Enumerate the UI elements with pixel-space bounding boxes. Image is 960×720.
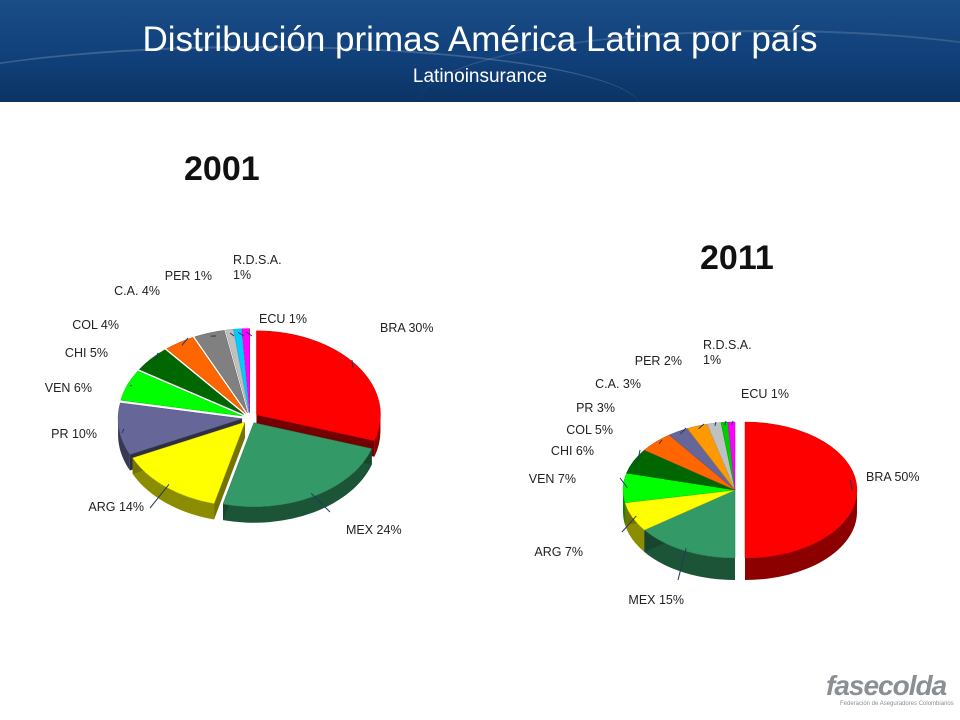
data-label-r-d-s-a: 1% [233, 268, 251, 282]
data-label-per: PER 2% [635, 354, 682, 368]
pie-slice-mex [643, 489, 736, 559]
leader-line-per [229, 332, 235, 337]
data-label-chi: CHI 6% [551, 444, 594, 458]
data-label-r-d-s-a: 1% [703, 353, 721, 367]
data-label-arg: ARG 7% [534, 545, 583, 559]
data-label-r-d-s-a: R.D.S.A. [233, 253, 282, 267]
leader-line-ecu [245, 331, 253, 337]
leader-line-chi [154, 352, 159, 362]
fasecolda-logo: fasecolda Federación de Aseguradores Col… [826, 670, 954, 710]
pie-slice-wall-arg [214, 422, 245, 520]
data-label-col: COL 4% [72, 318, 119, 332]
data-label-ecu: ECU 1% [259, 312, 307, 326]
pie-slice-side-ven [623, 490, 625, 525]
data-label-arg: ARG 14% [88, 500, 144, 514]
data-label-c-a: C.A. 3% [595, 377, 641, 391]
pie-slice-side-mex [644, 529, 735, 580]
data-label-c-a: C.A. 4% [114, 284, 160, 298]
pie-slice-chi [138, 349, 245, 415]
data-label-ven: VEN 6% [45, 381, 92, 395]
pie-slice-side-bra [374, 414, 381, 457]
pie-slice-c-a [194, 330, 248, 413]
leader-line-chi [637, 449, 641, 463]
data-label-mex: MEX 15% [628, 593, 684, 607]
pie-slice-ecu [727, 421, 736, 491]
leader-line-r-d-s-a [724, 420, 727, 426]
pie-slice-side-mex [223, 448, 372, 523]
pie-slice-col [166, 337, 246, 414]
leader-line-arg [149, 483, 170, 509]
chart-2011-title: 2011 [700, 239, 774, 277]
data-label-pr: PR 10% [51, 427, 97, 441]
leader-line-ven [619, 477, 628, 489]
header-banner: Distribución primas América Latina por p… [0, 0, 960, 102]
leader-line-c-a [698, 423, 705, 429]
data-label-bra: BRA 30% [380, 321, 434, 335]
data-label-pr: PR 3% [576, 401, 615, 415]
leader-line-ven [129, 384, 133, 387]
pie-slice-ven [120, 370, 243, 417]
leader-line-r-d-s-a [237, 331, 245, 337]
header-swoosh [420, 30, 960, 102]
pie-slice-arg [132, 421, 246, 504]
data-label-per: PER 1% [165, 269, 212, 283]
data-label-bra: BRA 50% [866, 470, 920, 484]
leader-line-arg [621, 515, 637, 533]
data-label-col: COL 5% [566, 423, 613, 437]
leader-line-bra [351, 359, 354, 368]
logo-tagline: Federación de Aseguradores Colombianos [840, 701, 954, 707]
leader-line-ecu [731, 420, 734, 425]
leader-line-col [181, 337, 189, 346]
leader-line-mex [677, 548, 687, 581]
pie-slice-per [225, 329, 249, 413]
leader-line-per [714, 421, 717, 427]
header-swoosh [0, 46, 640, 102]
pie-slice-ecu [241, 328, 250, 413]
page-subtitle: Latinoinsurance [412, 66, 548, 87]
leader-line-mex [310, 493, 331, 513]
leader-line-bra [849, 479, 854, 491]
pie-slice-bra [256, 330, 381, 442]
chart-2001-title: 2001 [184, 150, 260, 188]
pie-slice-side-bra [745, 490, 857, 580]
leader-line-col [658, 439, 663, 445]
data-label-chi: CHI 5% [65, 346, 108, 360]
leader-line-pr [679, 427, 687, 435]
logo-name: fasecolda [826, 670, 947, 701]
data-label-ven: VEN 7% [529, 472, 576, 486]
pie-slice-pr [117, 402, 243, 455]
pie-slice-side-arg [132, 457, 215, 520]
page-title: Distribución primas América Latina por p… [142, 20, 818, 59]
leader-line-pr [121, 428, 125, 434]
data-label-ecu: ECU 1% [741, 387, 789, 401]
data-label-mex: MEX 24% [346, 523, 402, 537]
pie-slice-bra [744, 421, 858, 559]
data-label-r-d-s-a: R.D.S.A. [703, 338, 752, 352]
pie-slice-r-d-s-a [233, 328, 250, 413]
